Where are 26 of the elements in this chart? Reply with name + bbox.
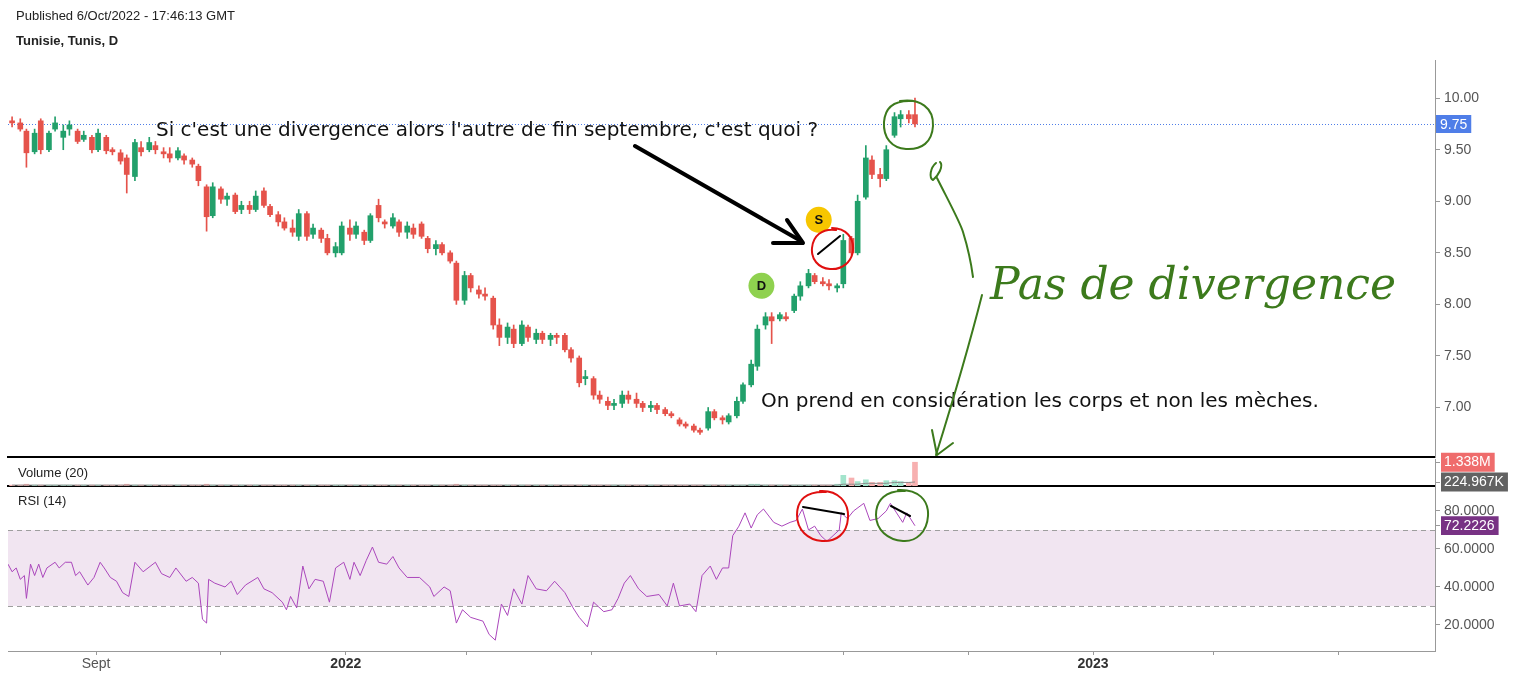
chart-title: Volume (20): [18, 464, 89, 480]
y-tick-label: 8.00: [1444, 295, 1472, 312]
y-tick-label: 9.50: [1444, 140, 1472, 157]
y-tick-label: 80.0000: [1444, 501, 1495, 518]
annotation: Pas de divergence: [990, 258, 1397, 310]
text: Published 6/Oct/2022 - 17:46:13 GMT: [16, 8, 235, 24]
ref-line-label: 9.75: [1440, 115, 1468, 132]
y-tick-label: 20.0000: [1444, 615, 1495, 632]
y-tick-label: 224.967K: [1444, 472, 1505, 489]
annotation: Si c'est une divergence alors l'autre de fin septembre, c'est quoi ?: [156, 117, 819, 141]
x-tick-label: 2023: [1077, 655, 1109, 672]
y-tick-label: 8.50: [1444, 243, 1472, 260]
y-tick-label: 72.2226: [1444, 516, 1495, 533]
x-tick-label: 2022: [330, 655, 362, 672]
y-tick-label: 60.0000: [1444, 539, 1495, 556]
y-tick-label: 1.338M: [1444, 453, 1491, 470]
annotation: S: [814, 212, 824, 228]
annotation: D: [756, 278, 767, 294]
y-tick-label: 7.00: [1444, 398, 1472, 415]
text: RSI (14): [18, 492, 67, 508]
y-tick-label: 40.0000: [1444, 577, 1495, 594]
x-tick-label: Sept: [81, 655, 111, 672]
y-tick-label: 9.00: [1444, 192, 1472, 209]
chart-title: Tunisie, Tunis, D: [16, 33, 119, 49]
y-tick-label: 7.50: [1444, 346, 1472, 363]
y-tick-label: 10.00: [1444, 89, 1480, 106]
